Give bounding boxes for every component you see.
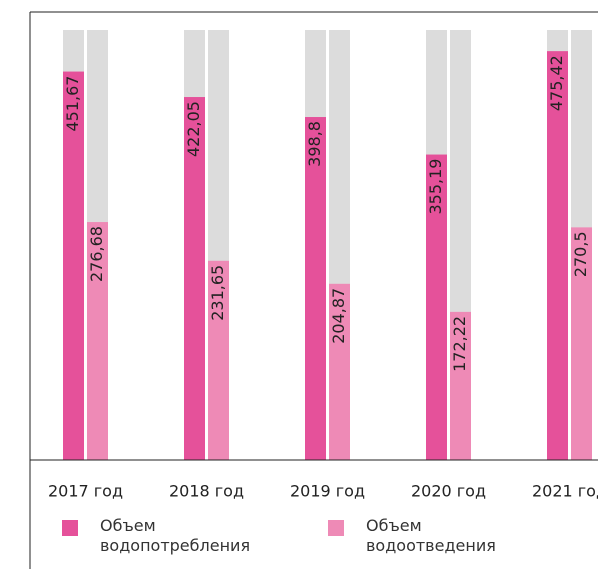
value-label: 398,8 <box>305 121 324 167</box>
value-label: 475,42 <box>547 55 566 111</box>
legend-swatch <box>328 520 344 536</box>
x-tick-label: 2018 год <box>169 482 244 501</box>
value-label: 422,05 <box>184 101 203 157</box>
legend-swatch <box>62 520 78 536</box>
value-label: 451,67 <box>63 76 82 132</box>
value-label: 172,22 <box>450 316 469 372</box>
bar <box>547 51 568 461</box>
legend-item: Объем водоотведения <box>328 516 536 556</box>
x-tick-label: 2019 год <box>290 482 365 501</box>
value-label: 204,87 <box>329 288 348 344</box>
value-label: 276,68 <box>87 226 106 282</box>
x-tick-label: 2021 год <box>532 482 598 501</box>
legend-label: Объем водопотребления <box>100 516 251 555</box>
bar <box>329 283 350 460</box>
value-label: 231,65 <box>208 265 227 321</box>
bar <box>184 97 205 461</box>
bar <box>571 227 592 460</box>
value-label: 270,5 <box>571 231 590 277</box>
legend-item: Объем водопотребления <box>62 516 270 556</box>
bar <box>63 71 84 461</box>
bar <box>450 311 471 460</box>
x-tick-label: 2020 год <box>411 482 486 501</box>
x-tick-label: 2017 год <box>48 482 123 501</box>
bar <box>426 154 447 460</box>
value-label: 355,19 <box>426 159 445 215</box>
bar <box>87 222 108 460</box>
bar <box>208 260 229 460</box>
legend-label: Объем водоотведения <box>366 516 496 555</box>
bar <box>305 117 326 461</box>
